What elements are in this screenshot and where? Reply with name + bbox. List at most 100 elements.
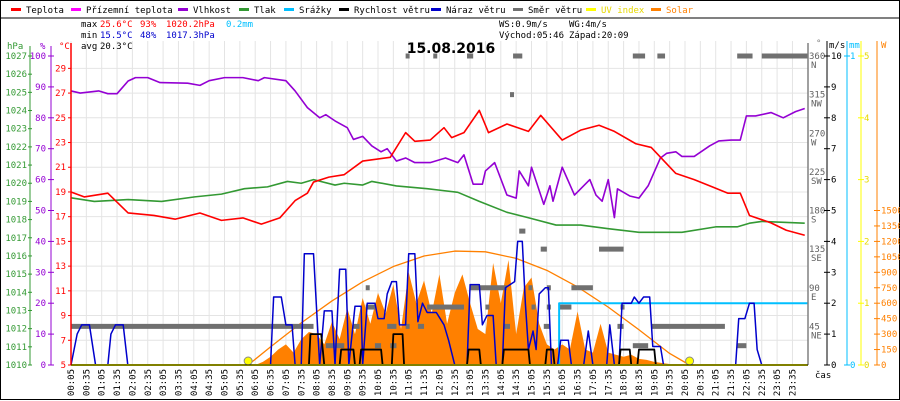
solar-tick-label: 1500 (881, 207, 900, 217)
time-tick-label: 17:05 (589, 369, 599, 396)
stat-max-humidity: 93% (140, 20, 157, 30)
solar-axis-label: W (881, 41, 887, 51)
time-tick-label: 15:35 (543, 369, 553, 396)
hpa-tick-label: 1027 (5, 52, 27, 62)
hpa-tick-label: 1023 (5, 125, 27, 135)
wind-tick-label: 6 (831, 176, 836, 186)
humidity-tick-label: 0 (41, 361, 46, 371)
sunset-time: Západ:20:09 (569, 31, 629, 41)
solar-tick-label: 1050 (881, 253, 900, 263)
time-tick-label: 07:05 (282, 369, 292, 396)
rain-tick-label: 1 (850, 52, 855, 62)
legend-swatch (11, 8, 21, 11)
uv-tick-label: 1 (864, 299, 869, 309)
wind-gust-max: WG:4m/s (569, 20, 607, 30)
temperature-line (70, 109, 805, 236)
time-tick-label: 07:35 (297, 369, 307, 396)
wind-direction-mark (387, 323, 397, 329)
wind-tick-label: 5 (831, 207, 836, 217)
hpa-tick-label: 1012 (5, 325, 27, 335)
time-tick-label: 11:35 (420, 369, 430, 396)
wind-tick-label: 1 (831, 330, 836, 340)
hpa-tick-label: 1026 (5, 70, 27, 80)
wind-direction-mark (737, 343, 747, 349)
wind-direction-mark (651, 323, 725, 329)
wind-direction-mark (531, 304, 536, 310)
wind-speed-avg: WS:0.9m/s (499, 20, 548, 30)
time-tick-label: 20:35 (696, 369, 706, 396)
wind-direction-mark (657, 53, 666, 59)
legend-swatch (284, 8, 294, 11)
hpa-tick-label: 1016 (5, 252, 27, 262)
temp-tick-label: 15 (55, 237, 66, 247)
time-tick-label: 14:35 (512, 369, 522, 396)
time-tick-label: 10:05 (374, 369, 384, 396)
time-tick-label: 22:35 (758, 369, 768, 396)
wind-direction-mark (519, 228, 526, 234)
wind-direction-mark (485, 304, 490, 310)
stat-max-rain: 0.2mm (226, 20, 253, 30)
direction-tick-label: 270 (809, 129, 825, 139)
legend-label: Teplota (26, 6, 64, 16)
temp-tick-label: 25 (55, 114, 66, 124)
stat-min-humidity: 48% (140, 31, 157, 41)
time-tick-label: 16:35 (574, 369, 584, 396)
stat-avg-label: avg (81, 42, 97, 52)
humidity-tick-label: 40 (35, 237, 46, 247)
uv-tick-label: 5 (864, 52, 869, 62)
legend-label: Tlak (254, 6, 276, 16)
wind-direction-mark (71, 323, 314, 329)
pressure-line (70, 178, 805, 234)
time-tick-label: 20:05 (681, 369, 691, 396)
time-tick-label: 02:35 (144, 369, 154, 396)
time-tick-label: 21:05 (712, 369, 722, 396)
wind-direction-mark (599, 246, 624, 252)
legend-label: Solar (666, 6, 694, 16)
humidity-tick-label: 100 (30, 52, 46, 62)
time-tick-label: 06:05 (251, 369, 261, 396)
temp-tick-label: 21 (55, 163, 66, 173)
time-tick-label: 00:05 (67, 369, 77, 396)
temp-tick-label: 29 (55, 64, 66, 74)
legend-label: Vlhkost (193, 6, 231, 16)
humidity-tick-label: 10 (35, 330, 46, 340)
hpa-tick-label: 1011 (5, 343, 27, 353)
legend-label: Srážky (299, 6, 332, 16)
time-tick-label: 13:05 (466, 369, 476, 396)
direction-tick-label: 135 (809, 245, 825, 255)
time-tick-label: 09:05 (343, 369, 353, 396)
time-tick-label: 17:35 (604, 369, 614, 396)
stat-min-temp: 15.5°C (100, 31, 133, 41)
wind-axis-label: m/s (829, 41, 845, 51)
time-tick-label: 09:35 (359, 369, 369, 396)
hpa-tick-label: 1021 (5, 161, 27, 171)
wind-direction-mark (353, 323, 360, 329)
time-tick-label: 04:05 (190, 369, 200, 396)
direction-tick-label: 90 (809, 284, 820, 294)
solar-tick-label: 0 (881, 361, 886, 371)
legend-swatch (513, 8, 523, 11)
time-tick-label: 15:05 (528, 369, 538, 396)
solar-tick-label: 750 (881, 284, 897, 294)
wind-tick-label: 2 (831, 299, 836, 309)
time-tick-label: 22:05 (742, 369, 752, 396)
temp-tick-label: 11 (55, 287, 66, 297)
hpa-axis-label: hPa (7, 42, 23, 52)
wind-tick-label: 7 (831, 145, 836, 155)
legend-label: Náraz větru (446, 6, 506, 16)
stat-max-pressure: 1020.2hPa (166, 20, 215, 30)
humidity-tick-label: 80 (35, 114, 46, 124)
wind-tick-label: 3 (831, 268, 836, 278)
stat-avg-temp: 20.3°C (100, 42, 133, 52)
stat-min-label: min (81, 31, 97, 41)
time-tick-label: 01:05 (98, 369, 108, 396)
humidity-line (70, 76, 805, 219)
temp-tick-label: 7 (61, 336, 66, 346)
wind-direction-mark (543, 323, 550, 329)
direction-tick-label: SW (811, 177, 822, 187)
direction-tick-label: 225 (809, 168, 825, 178)
wind-direction-mark (513, 53, 523, 59)
solar-tick-label: 600 (881, 299, 897, 309)
legend-swatch (586, 8, 596, 11)
